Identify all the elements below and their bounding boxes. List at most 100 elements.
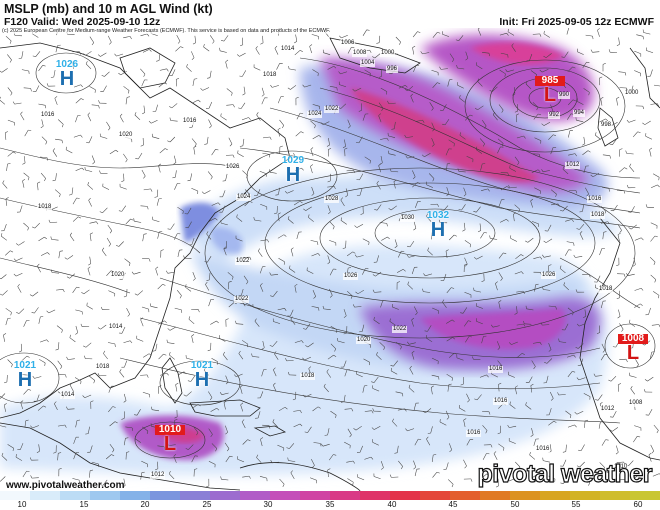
colorbar-swatch: [180, 491, 210, 500]
init-time: Init: Fri 2025-09-05 12z ECMWF: [499, 16, 654, 28]
colorbar-swatch: [570, 491, 600, 500]
colorbar-swatch: [300, 491, 330, 500]
isobar-label: 1006: [340, 40, 356, 47]
colorbar-swatch: [420, 491, 450, 500]
isobar-label: 1008: [628, 400, 644, 407]
high-center-1032-value: 1032: [426, 210, 450, 221]
high-center-1021-west-value: 1021: [13, 360, 37, 371]
isobar-label: 1016: [587, 196, 603, 203]
isobar-label: 1020: [118, 132, 134, 139]
isobar-label: 990: [558, 92, 571, 99]
colorbar-swatch: [240, 491, 270, 500]
forecast-map: (c) 2025 European Centre for Medium-rang…: [0, 28, 660, 491]
isobar-label: 1014: [108, 324, 124, 331]
low-center-985: 985 L: [535, 76, 565, 106]
isobar-label: 1018: [95, 364, 111, 371]
low-center-1008-value: 1008: [618, 334, 648, 344]
isobar-label: 1014: [60, 392, 76, 399]
isobar-label: 1012: [565, 162, 581, 169]
colorbar-tick: 20: [140, 500, 150, 509]
colorbar-swatch: [540, 491, 570, 500]
colorbar-swatch: [0, 491, 30, 500]
colorbar-strip: [0, 491, 660, 500]
low-center-1010: 1010 L: [155, 425, 185, 455]
high-center-1032: 1032 H: [423, 210, 453, 241]
isobar-label: 1014: [280, 46, 296, 53]
colorbar-swatch: [60, 491, 90, 500]
colorbar-swatch: [480, 491, 510, 500]
colorbar-tick: 55: [571, 500, 581, 509]
valid-time: F120 Valid: Wed 2025-09-10 12z: [4, 16, 161, 28]
isobar-label: 1022: [324, 106, 340, 113]
high-center-1029: 1029 H: [278, 155, 308, 186]
isobar-label: 1004: [360, 60, 376, 67]
isobar-label: 1028: [324, 196, 340, 203]
isobar-label: 1016: [466, 430, 482, 437]
low-center-1010-symbol: L: [163, 433, 177, 455]
colorbar-swatch: [390, 491, 420, 500]
colorbar-tick: 60: [633, 500, 643, 509]
isobar-label: 1022: [392, 326, 408, 333]
isobar-label: 1016: [493, 398, 509, 405]
colorbar-tick: 10: [17, 500, 27, 509]
isobar-label: 1000: [624, 90, 640, 97]
isobar-label: 1016: [40, 112, 56, 119]
isobar-label: 1016: [182, 118, 198, 125]
colorbar-swatch: [510, 491, 540, 500]
isobar-label: 1010: [613, 464, 629, 471]
low-center-1010-value: 1010: [155, 425, 185, 435]
isobar-label: 1024: [307, 111, 323, 118]
isobar-label: 1020: [110, 272, 126, 279]
high-center-1021-east-value: 1021: [190, 360, 214, 371]
colorbar-tick: 30: [263, 500, 273, 509]
high-center-1021-east-symbol: H: [194, 369, 210, 391]
copyright-notice: (c) 2025 European Centre for Medium-rang…: [2, 28, 331, 34]
map-canvas: [0, 28, 660, 491]
isobar-label: 1026: [541, 272, 557, 279]
isobar-label: 1018: [598, 286, 614, 293]
colorbar-swatch: [30, 491, 60, 500]
site-url: www.pivotalweather.com: [6, 480, 125, 491]
colorbar-swatch: [360, 491, 390, 500]
isobar-label: 1022: [234, 296, 250, 303]
isobar-label: 1016: [488, 366, 504, 373]
high-center-1026: 1026 H: [52, 59, 82, 90]
low-center-1008-symbol: L: [626, 342, 640, 364]
isobar-label: 1026: [343, 273, 359, 280]
isobar-label: 994: [573, 110, 586, 117]
high-center-1021-west: 1021 H: [10, 360, 40, 391]
isobar-label: 1016: [535, 446, 551, 453]
colorbar-swatch: [330, 491, 360, 500]
isobar-label: 1018: [590, 212, 606, 219]
map-title: MSLP (mb) and 10 m AGL Wind (kt): [4, 2, 213, 16]
high-center-1026-value: 1026: [55, 59, 79, 70]
colorbar-swatch: [600, 491, 630, 500]
isobar-label: 1000: [380, 50, 396, 57]
colorbar-swatch: [210, 491, 240, 500]
isobar-label: 1018: [37, 204, 53, 211]
high-center-1021-west-symbol: H: [17, 369, 33, 391]
colorbar-swatch: [90, 491, 120, 500]
isobar-label: 1018: [300, 373, 316, 380]
colorbar: 10 15 20 25 30 35 40 45 50 55 60: [0, 491, 660, 510]
colorbar-tick: 40: [387, 500, 397, 509]
isobar-label: 996: [386, 66, 399, 73]
high-center-1029-value: 1029: [281, 155, 305, 166]
wind-barbs: [0, 28, 660, 488]
isobar-label: 1012: [600, 406, 616, 413]
isobars: [0, 52, 656, 459]
colorbar-swatch: [450, 491, 480, 500]
colorbar-swatch: [150, 491, 180, 500]
brand-logo: pivotal weather: [477, 459, 653, 488]
isobar-label: 1008: [352, 50, 368, 57]
low-center-985-symbol: L: [543, 84, 557, 106]
colorbar-tick: 50: [510, 500, 520, 509]
high-center-1029-symbol: H: [285, 164, 301, 186]
colorbar-swatch: [120, 491, 150, 500]
colorbar-tick: 15: [79, 500, 89, 509]
high-center-1021-east: 1021 H: [187, 360, 217, 391]
isobar-label: 1018: [262, 72, 278, 79]
isobar-label: 1024: [236, 194, 252, 201]
isobar-label: 1012: [150, 472, 166, 479]
low-center-985-value: 985: [535, 76, 565, 86]
